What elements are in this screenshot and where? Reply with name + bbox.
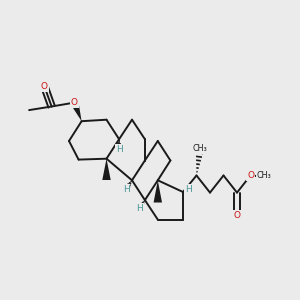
Text: CH₃: CH₃ — [256, 171, 272, 180]
Text: H: H — [123, 184, 129, 194]
Polygon shape — [154, 180, 162, 202]
Text: H: H — [116, 145, 122, 154]
Text: H: H — [136, 204, 143, 213]
Text: O: O — [233, 211, 241, 220]
Polygon shape — [102, 159, 111, 180]
Text: CH₃: CH₃ — [192, 144, 207, 153]
Text: O: O — [71, 98, 78, 107]
Text: O: O — [247, 171, 254, 180]
Polygon shape — [70, 101, 82, 121]
Text: O: O — [41, 82, 48, 91]
Text: H: H — [185, 185, 192, 194]
